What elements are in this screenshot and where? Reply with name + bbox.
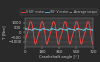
90° V motor	[92, 30, 93, 31]
90° V motor	[84, 29, 85, 30]
90° V motor	[66, 30, 67, 31]
90° V motor	[50, 28, 52, 29]
V 60° motor	[92, 42, 93, 43]
Average torque	[92, 29, 93, 30]
Average torque	[32, 29, 33, 30]
Average torque	[53, 29, 55, 30]
Y-axis label: T [Nm]: T [Nm]	[3, 25, 7, 39]
V 60° motor	[24, 42, 25, 43]
90° V motor	[53, 29, 55, 30]
90° V motor	[36, 29, 37, 30]
V 60° motor	[50, 30, 52, 31]
Line: V 60° motor: V 60° motor	[25, 22, 94, 44]
V 60° motor	[84, 33, 85, 34]
X-axis label: Crankshaft angle [°]: Crankshaft angle [°]	[39, 55, 79, 59]
90° V motor	[93, 29, 94, 30]
Legend: V 60° motor, 90° V motor, Average torque: V 60° motor, 90° V motor, Average torque	[20, 9, 98, 15]
90° V motor	[24, 29, 25, 30]
90° V motor	[32, 30, 33, 31]
Average torque	[84, 29, 85, 30]
Average torque	[50, 29, 52, 30]
Average torque	[24, 29, 25, 30]
V 60° motor	[32, 26, 33, 27]
V 60° motor	[30, 21, 31, 22]
Average torque	[93, 29, 94, 30]
Line: 90° V motor: 90° V motor	[25, 28, 94, 31]
Average torque	[36, 29, 37, 30]
90° V motor	[51, 28, 52, 29]
V 60° motor	[93, 42, 94, 43]
